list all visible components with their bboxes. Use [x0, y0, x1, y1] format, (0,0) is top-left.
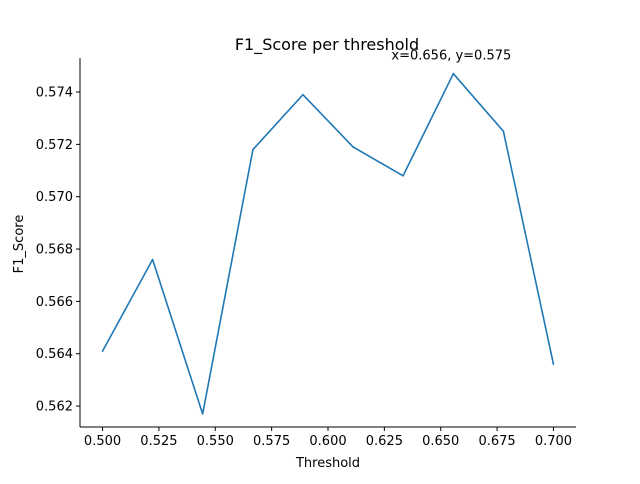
axis-ticks: 0.500 0.525 0.550 0.575 0.600 0.625 0.650 0.675…: [36, 86, 572, 449]
data-point: [151, 258, 154, 261]
x-tick-label: 0.700: [535, 434, 572, 449]
data-point: [302, 93, 304, 96]
y-axis-label: F1_Score: [12, 215, 27, 274]
y-tick-label: 0.566: [36, 295, 73, 310]
x-tick-label: 0.675: [478, 434, 515, 449]
data-point: [352, 146, 354, 148]
data-point: [552, 363, 555, 365]
y-tick-label: 0.572: [36, 138, 73, 153]
data-point: [502, 130, 505, 133]
x-tick-label: 0.550: [197, 434, 234, 449]
series-line: [101, 72, 555, 415]
y-tick-label: 0.568: [36, 243, 73, 258]
data-series: [101, 72, 555, 415]
chart-title: F1_Score per threshold: [235, 35, 419, 55]
x-tick-label: 0.625: [366, 434, 403, 449]
data-point: [252, 148, 254, 151]
x-tick-label: 0.575: [253, 434, 290, 449]
x-axis-label: Threshold: [295, 456, 360, 471]
y-tick-label: 0.564: [36, 347, 73, 362]
y-tick-label: 0.570: [36, 190, 73, 205]
y-tick-label: 0.562: [36, 400, 73, 415]
x-tick-label: 0.500: [84, 434, 121, 449]
data-point: [402, 174, 404, 177]
x-tick-label: 0.600: [309, 434, 346, 449]
x-tick-label: 0.525: [140, 434, 177, 449]
axes: [79, 58, 576, 428]
y-tick-label: 0.574: [36, 86, 73, 101]
data-point: [101, 350, 104, 352]
data-point: [452, 72, 455, 75]
data-point: [201, 413, 204, 415]
x-tick-label: 0.650: [422, 434, 459, 449]
max-point-annotation: x=0.656, y=0.575: [391, 49, 511, 64]
